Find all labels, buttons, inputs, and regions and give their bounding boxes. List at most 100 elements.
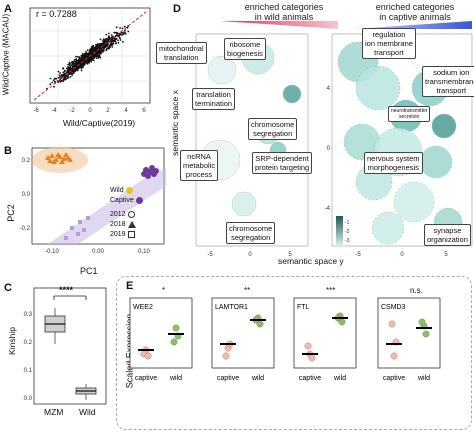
panel-c-cat-wild: Wild [79, 407, 96, 417]
pca-point-wild [59, 159, 65, 164]
e-gene-name: CSMD3 [381, 304, 406, 311]
scatter-point [51, 81, 54, 84]
scatter-point [85, 51, 87, 53]
d-bubble-left [231, 191, 257, 217]
pca-point-captive-2019 [78, 220, 82, 224]
scatter-point [49, 77, 52, 80]
scatter-point [82, 62, 85, 65]
scatter-point [99, 45, 102, 47]
d-label-regulation-ion: regulation ion membrane transport [362, 28, 416, 59]
scatter-point [49, 83, 52, 86]
d-right-ytick: -4 [325, 206, 331, 212]
scatter-point [72, 62, 75, 65]
scatter-point [123, 25, 126, 28]
pca-point-captive [153, 168, 159, 174]
panel-c-letter: C [4, 282, 12, 294]
scatter-point [71, 64, 74, 66]
scatter-point [110, 43, 113, 45]
scatter-point [71, 74, 73, 76]
scatter-point [112, 42, 115, 45]
scatter-point [71, 62, 74, 65]
e-point-captive [390, 352, 398, 360]
scatter-point [57, 76, 60, 79]
panel-e-gene-plot: * WEE2 captive wild [128, 286, 198, 416]
e-point-captive [304, 342, 312, 350]
scatter-point [123, 32, 125, 35]
d-bubble-left [282, 84, 302, 104]
panel-d-ylabel: semantic space x [169, 90, 180, 156]
d-left-xtick: 5 [288, 252, 292, 258]
scatter-point [59, 72, 62, 74]
scatter-point [72, 61, 74, 64]
scatter-point [82, 64, 85, 67]
d-label-mito-translation: mitochondrial translation [156, 42, 207, 64]
scatter-point [55, 77, 58, 80]
scatter-point [71, 68, 74, 71]
scatter-point [74, 63, 77, 65]
scatter-point [86, 63, 89, 65]
e-xcat: captive [135, 375, 157, 382]
e-point-wild [172, 324, 180, 332]
scatter-point [81, 66, 84, 69]
scatter-point [68, 62, 71, 65]
scatter-point [101, 42, 104, 45]
scatter-point [127, 30, 130, 33]
scatter-point [66, 69, 69, 71]
scatter-point [95, 57, 98, 59]
d-left-xtick: -5 [207, 252, 213, 258]
scatter-point [52, 79, 55, 82]
scatter-point [104, 39, 106, 41]
scatter-point [124, 29, 126, 32]
scatter-point [94, 55, 97, 58]
scatter-point [93, 49, 95, 51]
scatter-point [78, 59, 81, 62]
scatter-point [92, 59, 95, 62]
scatter-point [91, 47, 94, 50]
scatter-point [79, 61, 81, 64]
scatter-point [121, 34, 123, 36]
pca-point-wild [45, 155, 51, 160]
d-label-srp-dependent: SRP-dependent protein targeting [252, 152, 313, 174]
e-xcat: wild [333, 375, 346, 382]
scatter-point [99, 56, 102, 59]
scatter-point [115, 26, 118, 29]
b-ytick: -0.2 [20, 226, 31, 232]
scatter-point [64, 78, 66, 81]
scatter-point [102, 41, 105, 44]
panel-a-ylabel: Wild/Captive (MACAU) [1, 13, 11, 96]
scatter-point [100, 52, 103, 54]
scatter-point [80, 54, 83, 57]
panel-d-letter: D [173, 3, 181, 15]
e-xcat: captive [299, 375, 321, 382]
d-colorbar-tick: -1 [345, 220, 350, 226]
e-gene-name: FTL [297, 304, 310, 311]
e-gene-name: LAMTOR1 [215, 304, 248, 311]
scatter-point [108, 32, 110, 35]
legend-2018: 2018 [110, 220, 143, 230]
scatter-point [113, 40, 116, 43]
e-xcat: wild [417, 375, 430, 382]
d-label-nervous-system: nervous system morphogenesis [364, 152, 423, 174]
panel-d-left-plot: -5 0 5 [195, 33, 309, 258]
scatter-point [63, 70, 66, 73]
panel-b-letter: B [4, 145, 12, 157]
scatter-point [102, 49, 105, 51]
scatter-point [81, 53, 84, 55]
scatter-point [65, 71, 68, 74]
scatter-point [105, 49, 108, 52]
panel-c-ylabel: Kinship [6, 327, 17, 355]
panel-a-r: r = 0.7288 [36, 9, 77, 19]
scatter-point [96, 45, 98, 48]
scatter-point [80, 57, 83, 60]
scatter-point [63, 72, 66, 75]
panel-a-scatter: -6 -4 -2 0 2 4 6 [29, 7, 151, 114]
scatter-point [67, 76, 70, 79]
pca-point-wild [55, 152, 61, 157]
d-label-sodium-ion: sodium ion transmembrane transport [422, 66, 474, 97]
scatter-point [113, 37, 116, 40]
e-point-captive [144, 352, 152, 360]
scatter-point [117, 41, 120, 44]
scatter-point [64, 77, 67, 80]
e-point-captive [222, 352, 230, 360]
scatter-point [95, 44, 97, 46]
